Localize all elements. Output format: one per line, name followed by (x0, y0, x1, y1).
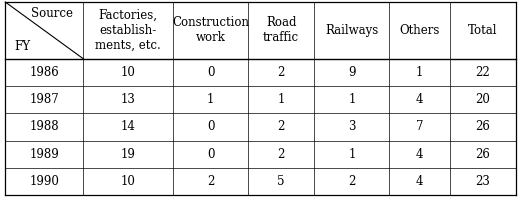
Text: Factories,
establish-
ments, etc.: Factories, establish- ments, etc. (95, 9, 161, 52)
Text: 13: 13 (121, 93, 136, 106)
Text: 2: 2 (278, 148, 285, 161)
Text: 4: 4 (416, 93, 424, 106)
Text: 1: 1 (207, 93, 214, 106)
Text: 0: 0 (207, 148, 214, 161)
Text: 1: 1 (416, 66, 424, 79)
Text: 1: 1 (278, 93, 285, 106)
Text: Total: Total (468, 24, 498, 37)
Text: 20: 20 (476, 93, 490, 106)
Text: 4: 4 (416, 175, 424, 188)
Text: 22: 22 (476, 66, 490, 79)
Text: 1990: 1990 (29, 175, 59, 188)
Text: 1986: 1986 (30, 66, 59, 79)
Text: 7: 7 (416, 121, 424, 134)
Text: 1987: 1987 (30, 93, 59, 106)
Text: 4: 4 (416, 148, 424, 161)
Text: 9: 9 (348, 66, 356, 79)
Text: Source: Source (31, 7, 73, 20)
Text: 1: 1 (348, 93, 355, 106)
Text: 0: 0 (207, 121, 214, 134)
Text: 19: 19 (121, 148, 136, 161)
Text: Road
traffic: Road traffic (263, 16, 299, 45)
Text: 10: 10 (121, 66, 136, 79)
Text: 1988: 1988 (30, 121, 59, 134)
Text: 26: 26 (476, 148, 490, 161)
Text: 26: 26 (476, 121, 490, 134)
Text: 0: 0 (207, 66, 214, 79)
Text: 14: 14 (121, 121, 136, 134)
Text: Railways: Railways (325, 24, 378, 37)
Text: 10: 10 (121, 175, 136, 188)
Text: FY: FY (15, 40, 31, 53)
Text: 2: 2 (278, 121, 285, 134)
Text: 23: 23 (476, 175, 490, 188)
Text: 5: 5 (278, 175, 285, 188)
Text: 3: 3 (348, 121, 356, 134)
Text: Construction
work: Construction work (172, 16, 249, 45)
Text: 2: 2 (278, 66, 285, 79)
Text: Others: Others (400, 24, 440, 37)
Text: 1989: 1989 (30, 148, 59, 161)
Text: 2: 2 (207, 175, 214, 188)
Text: 1: 1 (348, 148, 355, 161)
Text: 2: 2 (348, 175, 355, 188)
